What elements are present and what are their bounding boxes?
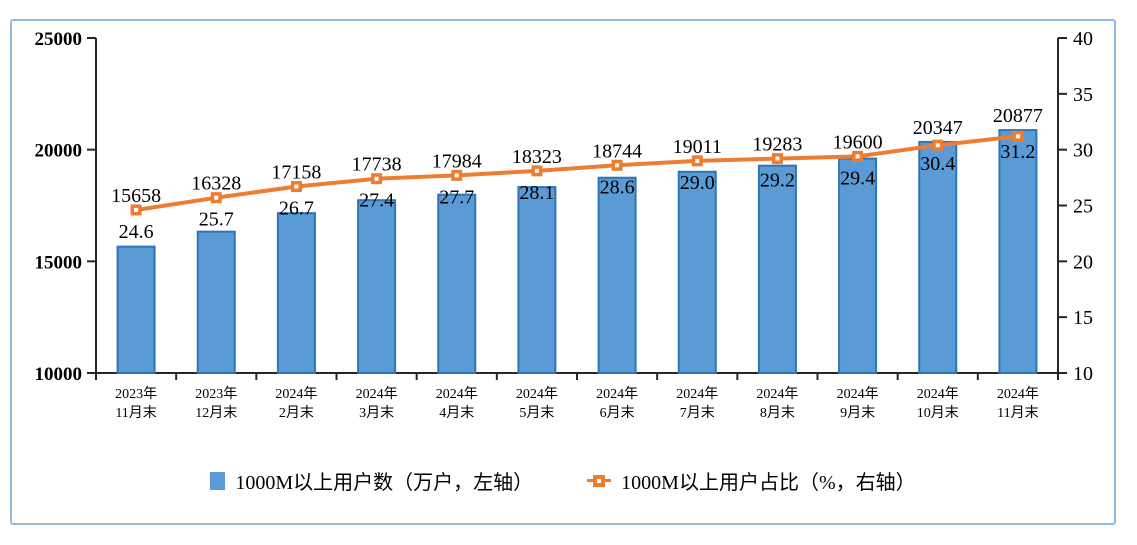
bar-series-label: 1000M以上用户数（万户，左轴） [235,472,534,494]
legend-item-bar-series: 1000M以上用户数（万户，左轴） [210,466,533,495]
bar-value-label: 20877 [993,105,1043,127]
left-axis-tick-label: 20000 [35,141,83,162]
bar [357,199,397,374]
bar-value-label: 19600 [833,131,883,153]
x-category-label: 2024年 4月末 [436,386,478,421]
bar-value-label: 19283 [752,134,802,156]
x-category-label: 2024年 11月末 [997,386,1039,421]
bar-series-swatch-icon [210,471,226,490]
chart-frame: 10000 15000 20000 25000 10 15 20 25 30 35 40 15658 2… [10,19,1116,525]
line-marker-center [134,207,139,212]
line-value-label: 28.1 [519,182,554,204]
left-axis-tick-label: 25000 [35,29,83,50]
right-axis-tick-label: 15 [1073,307,1093,329]
bar-value-label: 16328 [191,173,241,195]
line-marker-center [374,176,379,181]
legend: 1000M以上用户数（万户，左轴） 1000M以上用户占比（%，右轴） [12,466,1114,495]
line-marker-center [454,173,459,178]
bar-value-label: 17984 [432,150,482,172]
bar [757,164,797,374]
line-marker-center [615,163,620,168]
x-category-label: 2024年 8月末 [756,386,798,421]
right-axis-tick-label: 20 [1073,251,1093,273]
bar [116,245,156,374]
right-axis-tick-label: 40 [1073,28,1093,50]
x-category-label: 2024年 9月末 [837,386,879,421]
right-axis-tick-label: 30 [1073,140,1093,162]
bar [838,157,878,374]
line-series-marker-icon [587,474,612,487]
line-marker-center [775,156,780,161]
x-category-label: 2024年 5月末 [516,386,558,421]
line-marker-center [935,143,940,148]
x-category-label: 2024年 10月末 [917,386,959,421]
bar [276,212,316,374]
x-category-label: 2023年 11月末 [115,386,157,421]
bar-value-label: 17158 [271,162,321,184]
bar-value-label: 17738 [352,154,402,176]
line-value-label: 28.6 [600,176,635,198]
line-value-label: 25.7 [199,209,234,231]
bar [918,140,958,374]
line-value-label: 29.2 [760,170,795,192]
bar [517,186,557,374]
x-category-label: 2024年 2月末 [275,386,317,421]
bar [437,193,477,374]
bar-value-label: 19011 [673,136,722,158]
right-axis-tick-label: 25 [1073,196,1093,218]
bar [998,129,1038,374]
left-axis-tick-label: 10000 [35,364,83,385]
line-value-label: 29.0 [680,172,715,194]
line-value-label: 24.6 [119,221,154,243]
bar-value-label: 15658 [111,185,161,207]
bar-value-label: 18323 [512,146,562,168]
right-axis-tick-label: 10 [1073,363,1093,385]
line-value-label: 30.4 [920,153,955,175]
line-marker-center [214,195,219,200]
line-marker-center [534,168,539,173]
x-category-label: 2023年 12月末 [195,386,237,421]
line-value-label: 27.4 [359,190,394,212]
legend-item-line-series: 1000M以上用户占比（%，右轴） [587,466,916,495]
line-value-label: 29.4 [840,167,875,189]
line-value-label: 27.7 [439,186,474,208]
right-axis-tick-label: 35 [1073,84,1093,106]
x-category-label: 2024年 7月末 [676,386,718,421]
combo-chart: 10000 15000 20000 25000 10 15 20 25 30 35 40 15658 2… [35,28,1094,421]
line-marker-center [1015,134,1020,139]
line-marker-center [695,158,700,163]
bar [597,176,637,374]
bar [677,170,717,374]
line-value-label: 31.2 [1000,141,1035,163]
bar-value-label: 18744 [592,140,642,162]
line-marker-center [855,154,860,159]
bar [196,230,236,374]
x-category-label: 2024年 3月末 [356,386,398,421]
line-marker-center [294,184,299,189]
line-series-path [135,134,1019,212]
bar-value-label: 20347 [913,117,963,139]
line-series-label: 1000M以上用户占比（%，右轴） [621,472,916,494]
x-category-label: 2024年 6月末 [596,386,638,421]
line-value-label: 26.7 [279,198,314,220]
left-axis-tick-label: 15000 [35,252,83,273]
